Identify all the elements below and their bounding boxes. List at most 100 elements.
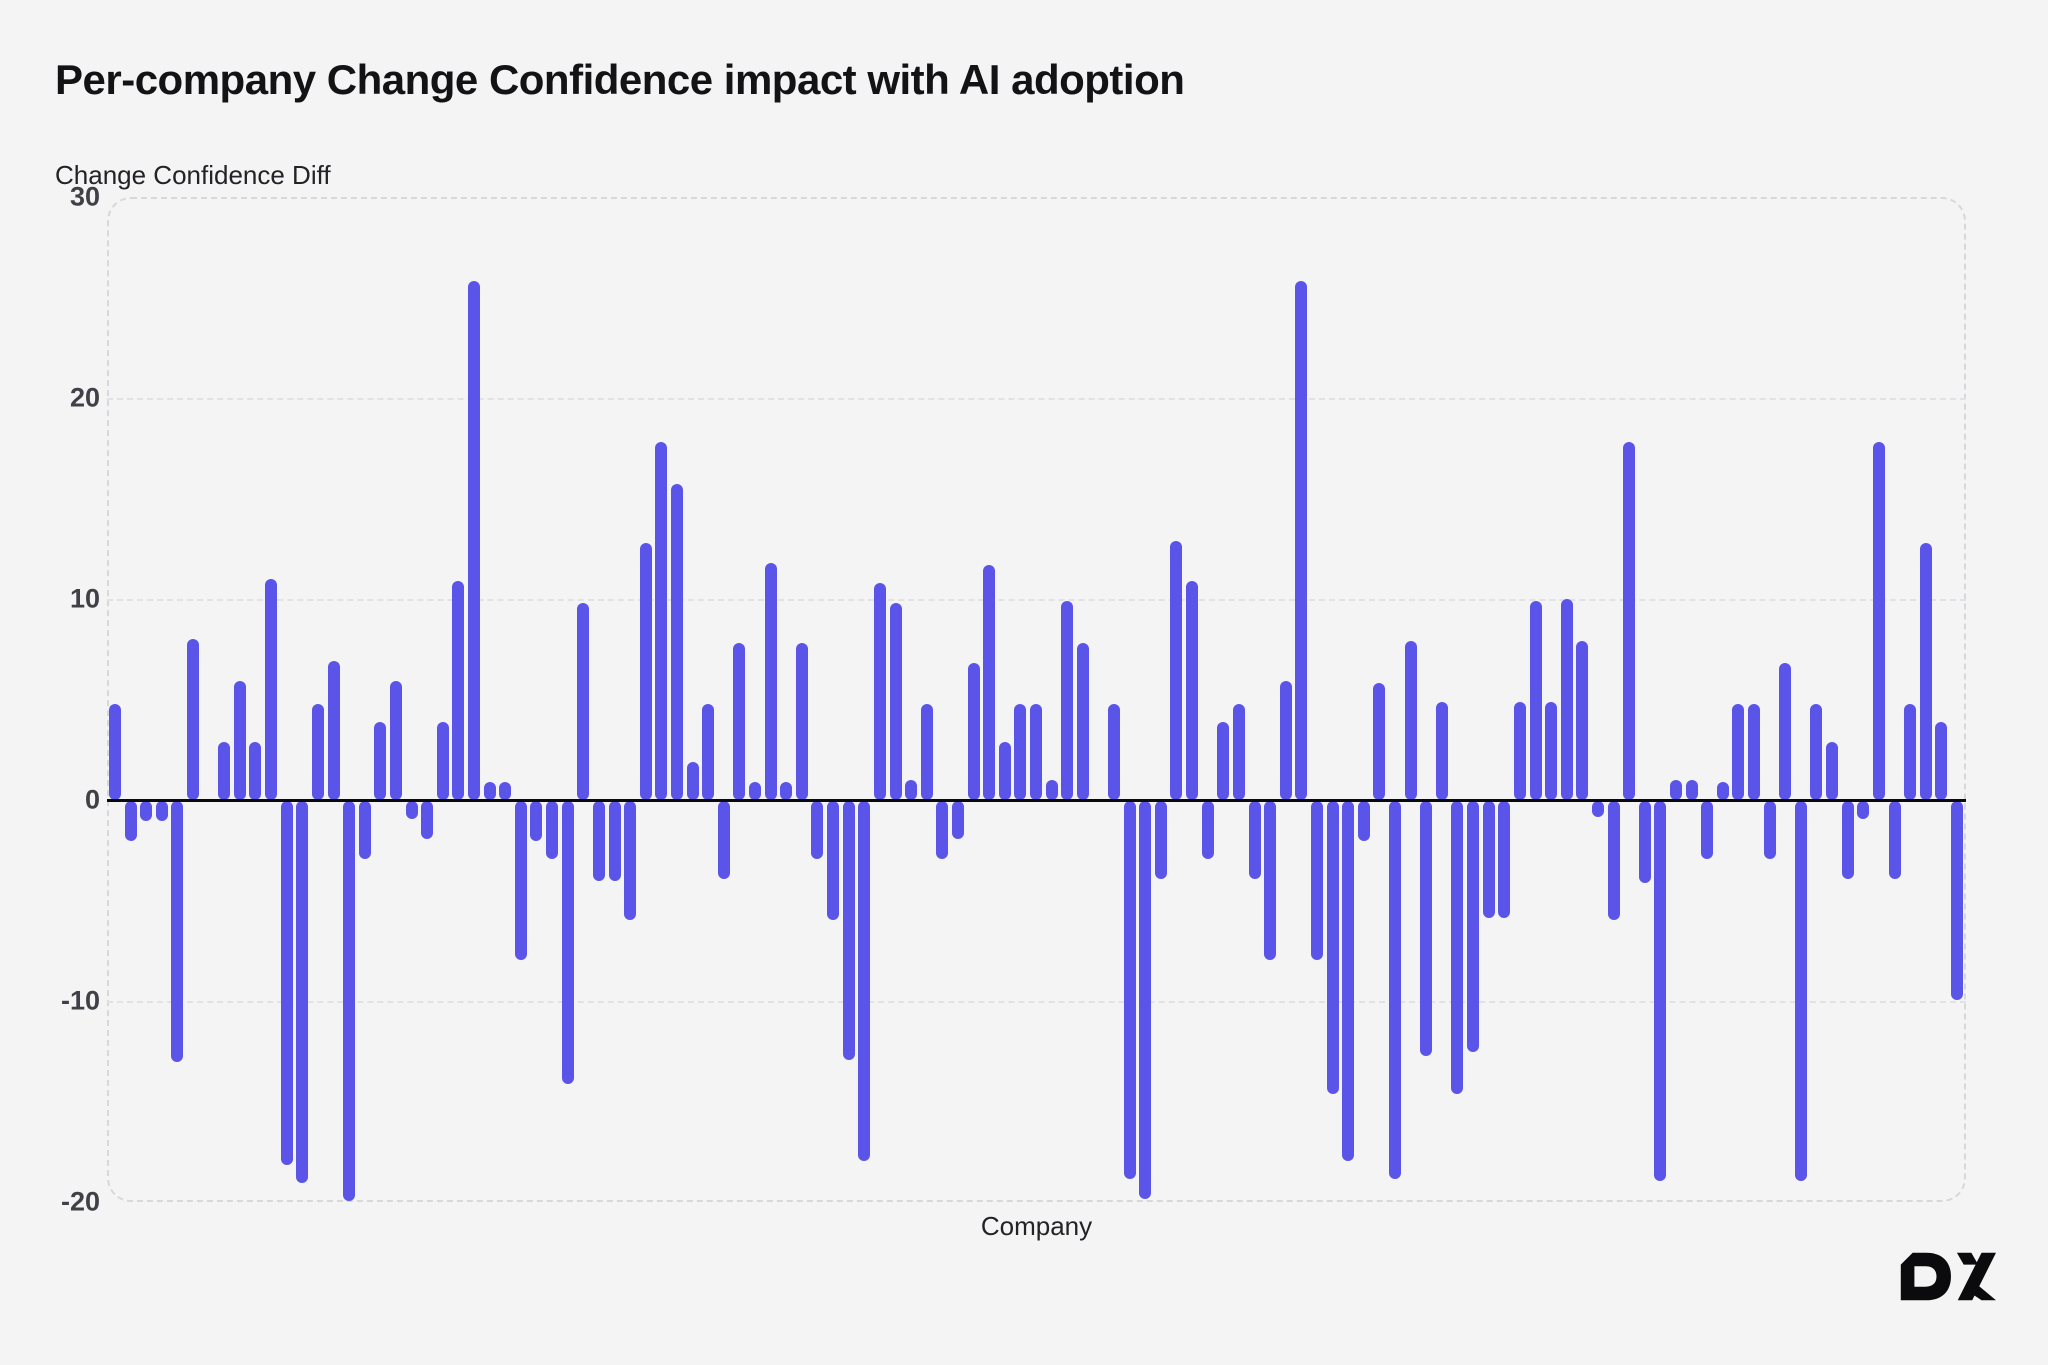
bar[interactable]: [218, 741, 231, 800]
bar[interactable]: [124, 801, 137, 842]
bar[interactable]: [1357, 801, 1370, 842]
bar[interactable]: [1217, 721, 1230, 800]
bar[interactable]: [468, 281, 481, 800]
bar[interactable]: [905, 779, 918, 800]
bar[interactable]: [1248, 801, 1261, 880]
bar[interactable]: [280, 801, 293, 1165]
bar[interactable]: [1841, 801, 1854, 880]
bar[interactable]: [249, 741, 262, 800]
bar[interactable]: [1779, 663, 1792, 800]
bar[interactable]: [1201, 801, 1214, 860]
bar[interactable]: [1935, 721, 1948, 800]
bar[interactable]: [1810, 703, 1823, 800]
bar[interactable]: [1950, 801, 1963, 1000]
bar[interactable]: [998, 741, 1011, 800]
bar[interactable]: [1560, 599, 1573, 800]
bar[interactable]: [1607, 801, 1620, 920]
bar[interactable]: [764, 562, 777, 800]
bar[interactable]: [1154, 801, 1167, 880]
bar[interactable]: [1451, 801, 1464, 1095]
bar[interactable]: [1310, 801, 1323, 960]
bar[interactable]: [1794, 801, 1807, 1181]
bar[interactable]: [187, 639, 200, 800]
bar[interactable]: [1748, 703, 1761, 800]
bar[interactable]: [670, 484, 683, 800]
bar[interactable]: [389, 681, 402, 800]
bar[interactable]: [436, 721, 449, 800]
bar[interactable]: [1404, 641, 1417, 800]
bar[interactable]: [1264, 801, 1277, 960]
bar[interactable]: [1919, 542, 1932, 800]
bar[interactable]: [1186, 580, 1199, 800]
bar[interactable]: [1295, 281, 1308, 800]
bar[interactable]: [983, 564, 996, 800]
bar[interactable]: [795, 643, 808, 800]
bar[interactable]: [1232, 703, 1245, 800]
bar[interactable]: [265, 578, 278, 800]
bar[interactable]: [1576, 641, 1589, 800]
bar[interactable]: [530, 801, 543, 842]
bar[interactable]: [1701, 801, 1714, 860]
bar[interactable]: [1326, 801, 1339, 1095]
bar[interactable]: [405, 801, 418, 820]
bar[interactable]: [889, 603, 902, 800]
bar[interactable]: [358, 801, 371, 860]
bar[interactable]: [452, 580, 465, 800]
bar[interactable]: [592, 801, 605, 882]
bar[interactable]: [514, 801, 527, 960]
bar[interactable]: [624, 801, 637, 920]
bar[interactable]: [140, 801, 153, 822]
bar[interactable]: [1763, 801, 1776, 860]
bar[interactable]: [655, 442, 668, 800]
bar[interactable]: [811, 801, 824, 860]
bar[interactable]: [1467, 801, 1480, 1053]
bar[interactable]: [873, 582, 886, 800]
bar[interactable]: [920, 703, 933, 800]
bar[interactable]: [1857, 801, 1870, 820]
bar[interactable]: [1076, 643, 1089, 800]
bar[interactable]: [1888, 801, 1901, 880]
bar[interactable]: [561, 801, 574, 1085]
bar[interactable]: [967, 663, 980, 800]
bar[interactable]: [1654, 801, 1667, 1181]
bar[interactable]: [1826, 741, 1839, 800]
bar[interactable]: [858, 801, 871, 1161]
bar[interactable]: [1061, 601, 1074, 800]
bar[interactable]: [1591, 801, 1604, 818]
bar[interactable]: [233, 681, 246, 800]
bar[interactable]: [327, 661, 340, 800]
bar[interactable]: [109, 703, 121, 800]
bar[interactable]: [1482, 801, 1495, 918]
bar[interactable]: [1513, 701, 1526, 800]
bar[interactable]: [483, 781, 496, 800]
bar[interactable]: [608, 801, 621, 882]
bar[interactable]: [1904, 703, 1917, 800]
bar[interactable]: [1716, 781, 1729, 800]
bar[interactable]: [827, 801, 840, 920]
bar[interactable]: [780, 781, 793, 800]
bar[interactable]: [171, 801, 184, 1063]
bar[interactable]: [1545, 701, 1558, 800]
bar[interactable]: [1108, 703, 1121, 800]
bar[interactable]: [749, 781, 761, 800]
bar[interactable]: [1685, 779, 1698, 800]
bar[interactable]: [374, 721, 387, 800]
bar[interactable]: [733, 643, 746, 800]
bar[interactable]: [1373, 683, 1386, 800]
bar[interactable]: [1498, 801, 1511, 918]
bar[interactable]: [577, 603, 590, 800]
bar[interactable]: [1123, 801, 1136, 1179]
bar[interactable]: [951, 801, 964, 840]
bar[interactable]: [1420, 801, 1433, 1057]
bar[interactable]: [343, 801, 356, 1201]
bar[interactable]: [1623, 442, 1636, 800]
bar[interactable]: [546, 801, 559, 860]
bar[interactable]: [1638, 801, 1651, 884]
bar[interactable]: [842, 801, 855, 1061]
bar[interactable]: [1529, 601, 1542, 800]
bar[interactable]: [1045, 779, 1058, 800]
bar[interactable]: [1872, 442, 1885, 800]
bar[interactable]: [717, 801, 730, 880]
bar[interactable]: [499, 781, 512, 800]
bar[interactable]: [1029, 703, 1042, 800]
